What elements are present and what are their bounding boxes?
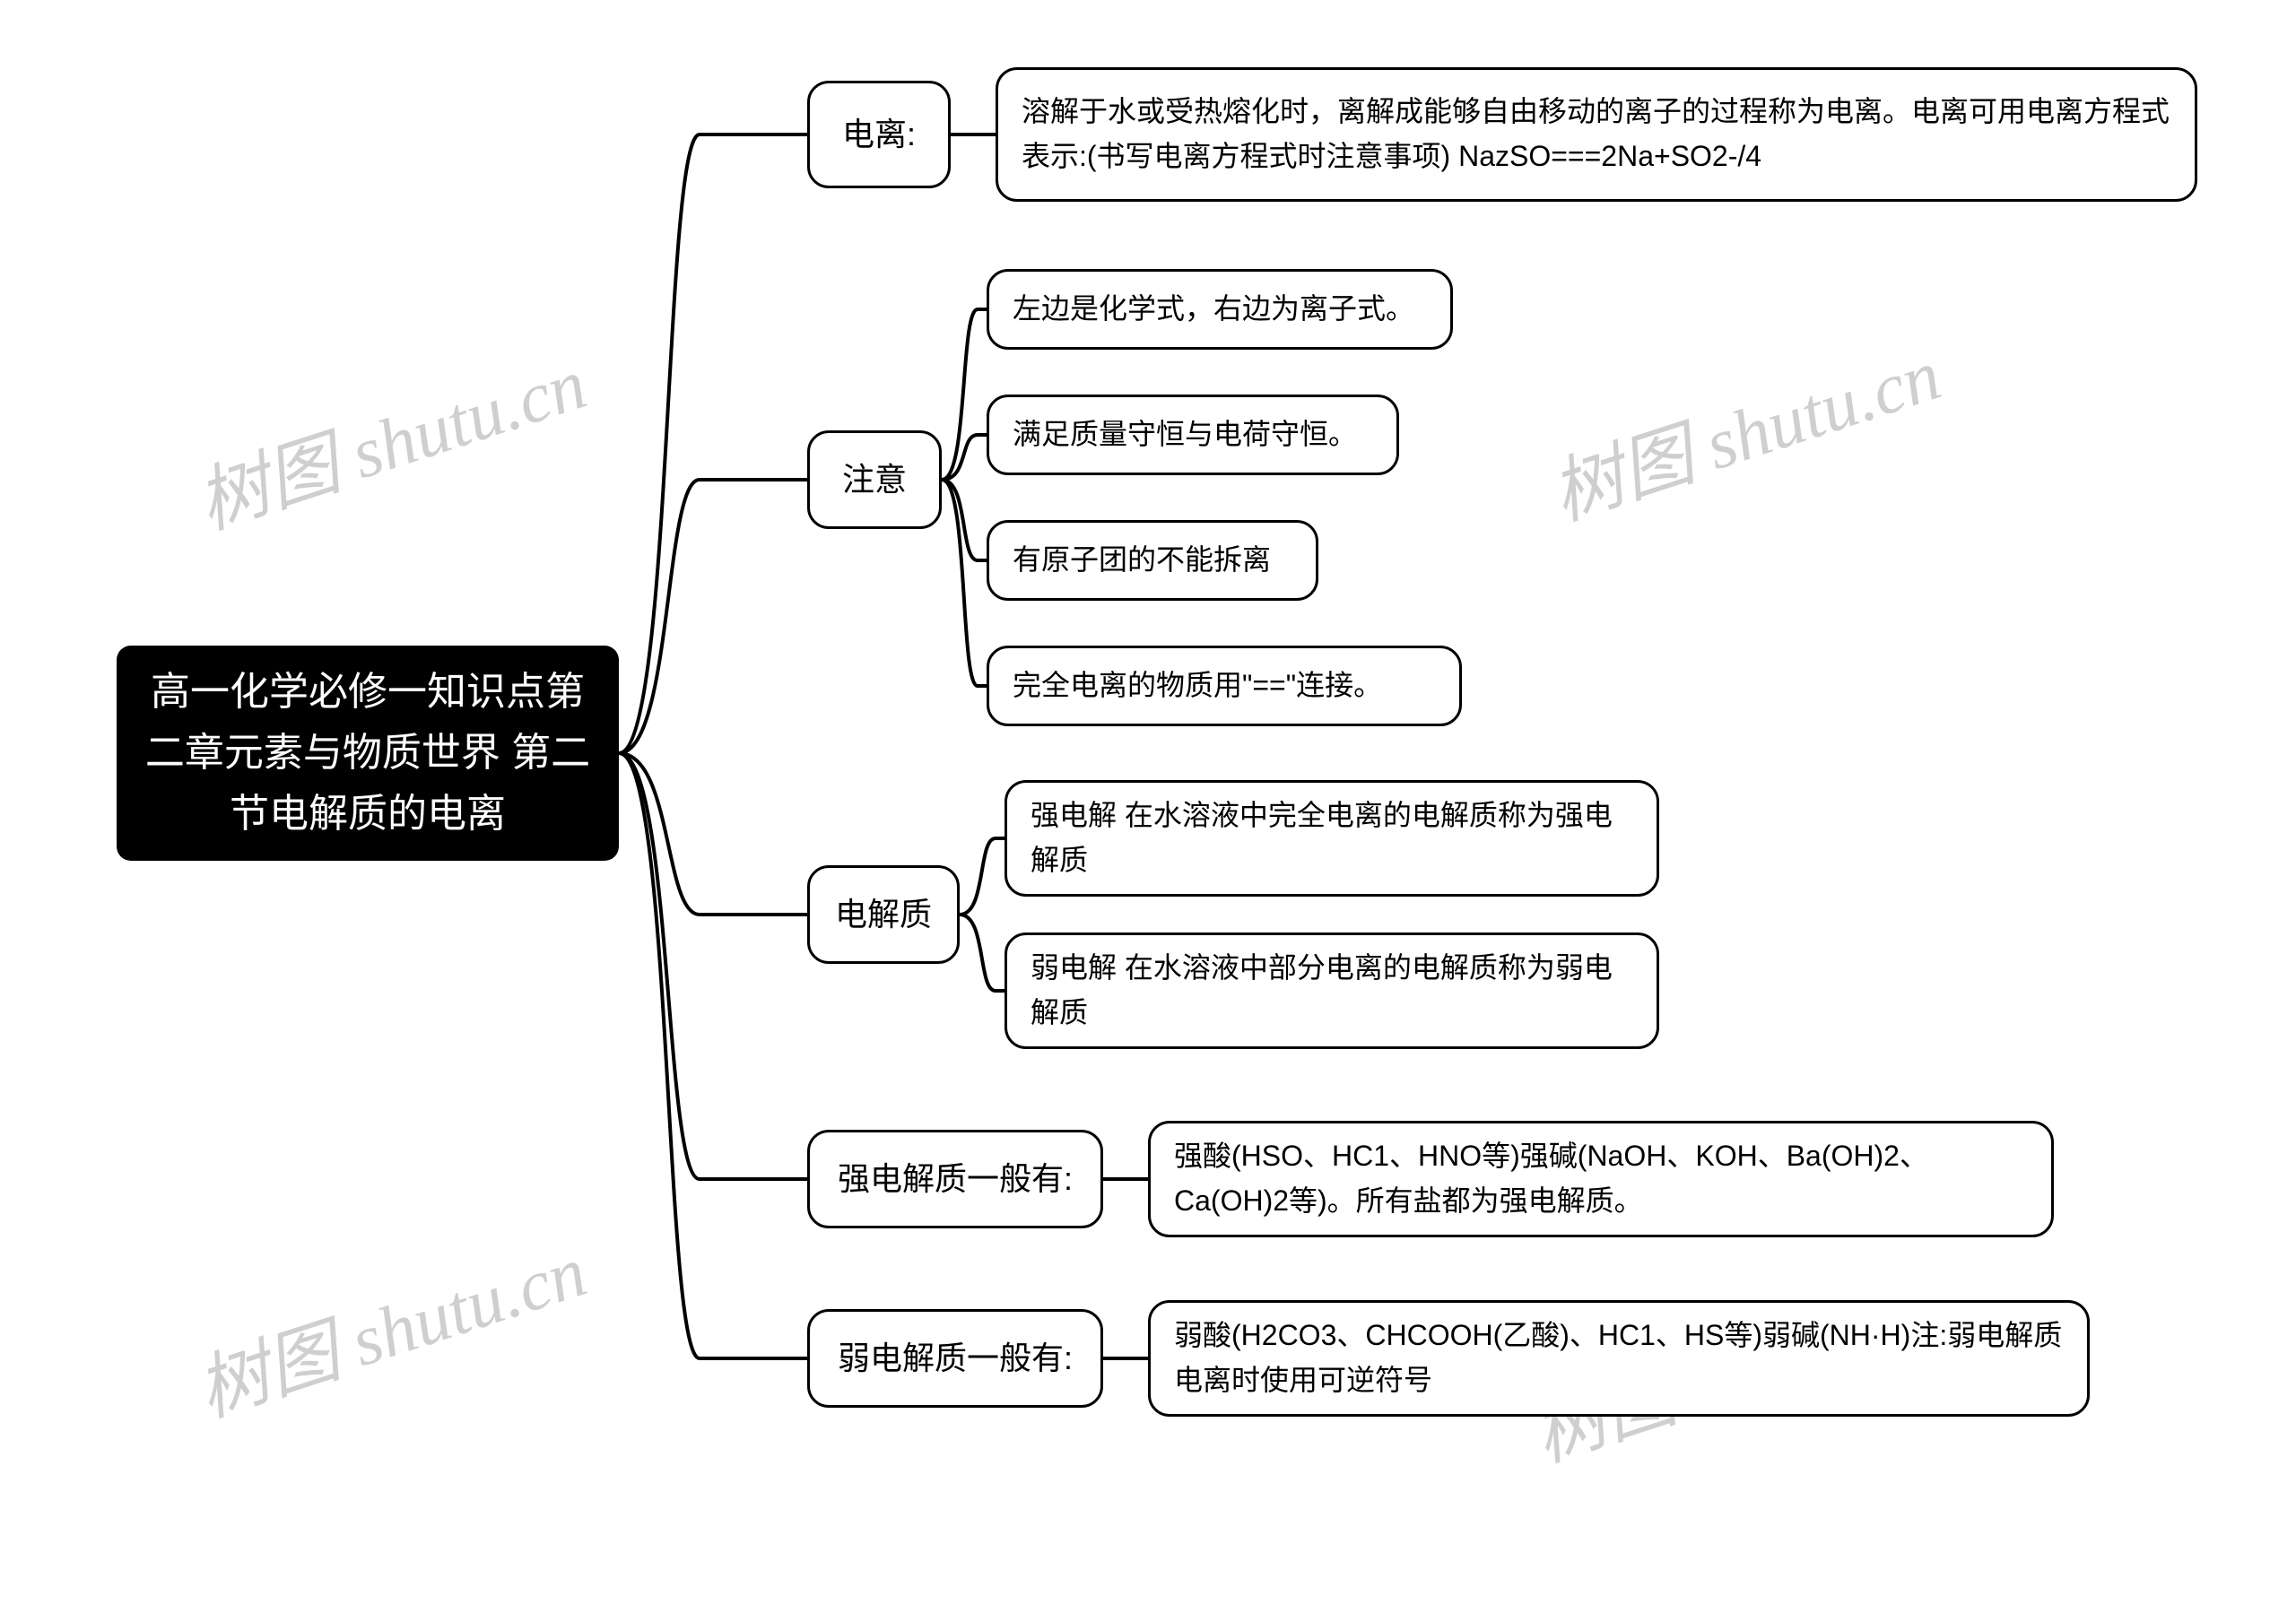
leaf-label: 满足质量守恒与电荷守恒。 <box>1013 412 1357 457</box>
leaf-node: 溶解于水或受热熔化时，离解成能够自由移动的离子的过程称为电离。电离可用电离方程式… <box>996 67 2197 202</box>
root-label: 高一化学必修一知识点第二章元素与物质世界 第二节电解质的电离 <box>142 662 594 846</box>
leaf-label: 完全电离的物质用"=="连接。 <box>1013 664 1382 708</box>
mindmap-canvas: 高一化学必修一知识点第二章元素与物质世界 第二节电解质的电离 树图 shutu.… <box>0 0 2296 1622</box>
branch-node: 强电解质一般有: <box>807 1130 1103 1228</box>
branch-label: 电解质 <box>835 889 932 940</box>
branch-node: 弱电解质一般有: <box>807 1309 1103 1408</box>
leaf-node: 弱酸(H2CO3、CHCOOH(乙酸)、HC1、HS等)弱碱(NH·H)注:弱电… <box>1148 1300 2090 1417</box>
leaf-label: 溶解于水或受热熔化时，离解成能够自由移动的离子的过程称为电离。电离可用电离方程式… <box>1022 90 2171 178</box>
leaf-label: 弱酸(H2CO3、CHCOOH(乙酸)、HC1、HS等)弱碱(NH·H)注:弱电… <box>1174 1314 2064 1402</box>
branch-node: 电解质 <box>807 865 960 964</box>
leaf-label: 强电解 在水溶液中完全电离的电解质称为强电解质 <box>1031 794 1633 882</box>
branch-node: 电离: <box>807 81 951 188</box>
watermark: 树图 shutu.cn <box>182 325 597 549</box>
leaf-node: 左边是化学式，右边为离子式。 <box>987 269 1453 350</box>
branch-node: 注意 <box>807 430 942 529</box>
leaf-node: 强酸(HSO、HC1、HNO等)强碱(NaOH、KOH、Ba(OH)2、Ca(O… <box>1148 1121 2054 1237</box>
leaf-node: 弱电解 在水溶液中部分电离的电解质称为弱电解质 <box>1004 932 1659 1049</box>
leaf-label: 有原子团的不能拆离 <box>1013 538 1271 583</box>
branch-label: 弱电解质一般有: <box>838 1333 1073 1383</box>
watermark: 树图 shutu.cn <box>182 1213 597 1436</box>
branch-label: 注意 <box>842 455 907 505</box>
watermark: 树图 shutu.cn <box>1536 317 1952 540</box>
leaf-node: 满足质量守恒与电荷守恒。 <box>987 395 1399 475</box>
branch-label: 强电解质一般有: <box>838 1154 1073 1204</box>
leaf-node: 完全电离的物质用"=="连接。 <box>987 646 1462 726</box>
root-node: 高一化学必修一知识点第二章元素与物质世界 第二节电解质的电离 <box>117 646 619 861</box>
leaf-label: 左边是化学式，右边为离子式。 <box>1013 287 1414 332</box>
leaf-label: 强酸(HSO、HC1、HNO等)强碱(NaOH、KOH、Ba(OH)2、Ca(O… <box>1174 1134 2028 1223</box>
leaf-node: 有原子团的不能拆离 <box>987 520 1318 601</box>
branch-label: 电离: <box>842 109 916 160</box>
leaf-node: 强电解 在水溶液中完全电离的电解质称为强电解质 <box>1004 780 1659 897</box>
leaf-label: 弱电解 在水溶液中部分电离的电解质称为弱电解质 <box>1031 946 1633 1035</box>
